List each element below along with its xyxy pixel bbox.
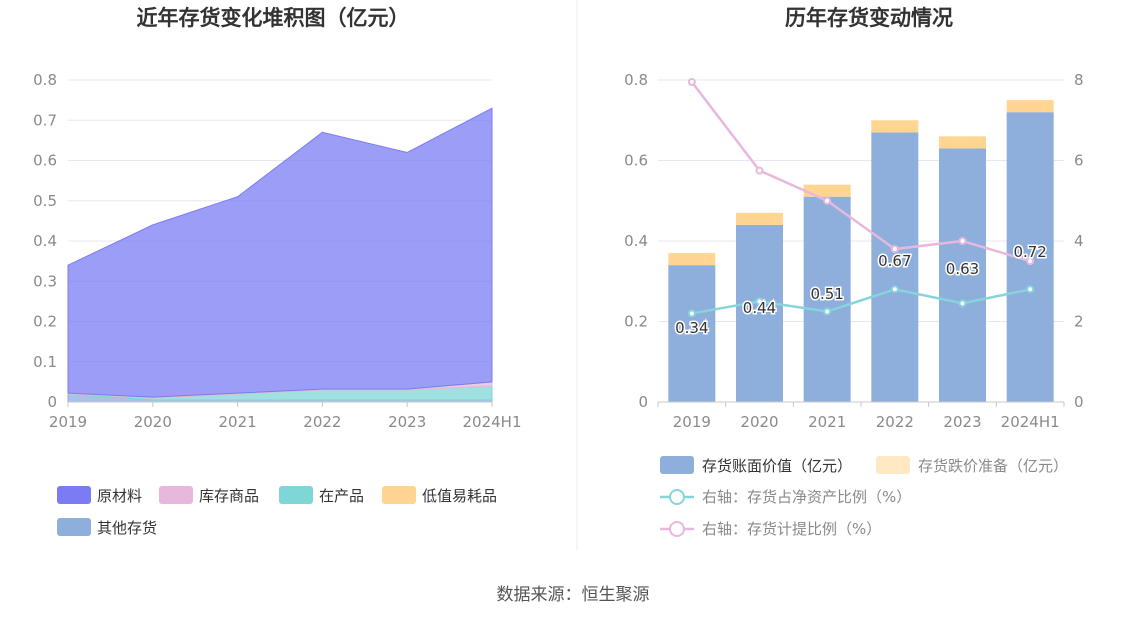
left-x-tick-label: 2024H1 bbox=[463, 413, 522, 431]
bar-book-value[interactable] bbox=[939, 148, 986, 402]
left-areas bbox=[67, 107, 493, 403]
left-y-tick-label: 0.2 bbox=[33, 313, 57, 331]
line-point[interactable] bbox=[890, 285, 899, 294]
line-point[interactable] bbox=[958, 299, 967, 308]
right-bars bbox=[668, 100, 1054, 402]
left-y-tick-label: 0.1 bbox=[33, 353, 57, 371]
line-point[interactable] bbox=[755, 297, 764, 306]
right-legend-label[interactable]: 存货账面价值（亿元） bbox=[702, 457, 852, 475]
right-chart-title: 历年存货变动情况 bbox=[785, 6, 953, 30]
right-y-right-tick-label: 6 bbox=[1074, 152, 1084, 170]
line-point[interactable] bbox=[958, 237, 967, 245]
right-x-tick-label: 2021 bbox=[808, 413, 846, 431]
left-x-tick-label: 2019 bbox=[49, 413, 87, 431]
left-y-tick-label: 0.4 bbox=[33, 232, 57, 250]
bar-impairment[interactable] bbox=[736, 212, 783, 225]
right-y-left-tick-label: 0.2 bbox=[624, 313, 648, 331]
bar-data-label: 0.67 bbox=[878, 252, 911, 270]
right-axis: 0 0.2 0.4 0.6 0.8 0 2 4 6 8 2019 2020 2021 2022 2023 20… bbox=[624, 71, 1083, 431]
right-y-right-tick-label: 8 bbox=[1074, 71, 1084, 89]
right-legend: 存货账面价值（亿元） 存货跌价准备（亿元） 右轴：存货占净资产比例（%） 右轴：存货计… bbox=[660, 456, 1068, 538]
right-y-right-tick-label: 0 bbox=[1074, 393, 1084, 411]
line-point[interactable] bbox=[687, 309, 696, 318]
line-point[interactable] bbox=[687, 78, 696, 87]
bar-data-label: 0.34 bbox=[675, 319, 708, 337]
line-point[interactable] bbox=[1026, 257, 1035, 266]
left-legend-swatch[interactable] bbox=[57, 486, 91, 504]
left-legend-swatch[interactable] bbox=[159, 486, 193, 504]
bar-book-value[interactable] bbox=[871, 132, 919, 402]
left-legend-label[interactable]: 低值易耗品 bbox=[422, 487, 497, 505]
source-text: 数据来源：恒生聚源 bbox=[497, 585, 650, 605]
line-series-1 bbox=[690, 81, 1031, 263]
right-y-left-tick-label: 0.8 bbox=[624, 71, 648, 89]
right-x-tick-label: 2022 bbox=[876, 413, 914, 431]
bar-line-chart: 历年存货变动情况 0.340.440.510.67 0.630.72 00.20.… bbox=[624, 6, 1083, 538]
right-y-left-tick-label: 0.4 bbox=[624, 232, 648, 250]
right-data-labels: 0.34 0.44 0.51 0.67 0.63 0.72 bbox=[674, 242, 1049, 339]
bar-impairment[interactable] bbox=[871, 120, 919, 133]
left-y-tick-label: 0 bbox=[47, 393, 57, 411]
right-legend-swatch[interactable] bbox=[876, 456, 910, 474]
line-series-0 bbox=[691, 288, 1031, 315]
bar-impairment[interactable] bbox=[803, 184, 851, 197]
left-legend-swatch[interactable] bbox=[279, 486, 313, 504]
left-x-tick-label: 2021 bbox=[219, 413, 257, 431]
left-legend-label[interactable]: 其他存货 bbox=[97, 519, 157, 537]
bar-impairment[interactable] bbox=[1006, 100, 1054, 113]
bar-book-value[interactable] bbox=[736, 224, 783, 402]
left-x-tick-label: 2022 bbox=[303, 413, 341, 431]
area-原材料 bbox=[67, 107, 493, 398]
right-x-tick-label: 2020 bbox=[740, 413, 778, 431]
right-y-right-tick-label: 2 bbox=[1074, 313, 1084, 331]
bar-book-value[interactable] bbox=[668, 265, 716, 402]
line-point[interactable] bbox=[1026, 285, 1035, 294]
line-point[interactable] bbox=[890, 245, 899, 254]
right-legend-swatch[interactable] bbox=[660, 456, 694, 474]
right-x-tick-label: 2024H1 bbox=[1001, 413, 1060, 431]
left-x-tick-label: 2023 bbox=[388, 413, 426, 431]
right-lines bbox=[687, 78, 1035, 318]
bar-data-label: 0.72 bbox=[1013, 243, 1046, 261]
left-chart-title: 近年存货变化堆积图（亿元） bbox=[137, 6, 410, 30]
left-legend-label[interactable]: 原材料 bbox=[97, 487, 142, 505]
right-legend-marker[interactable] bbox=[669, 521, 685, 537]
left-y-tick-label: 0.3 bbox=[33, 272, 57, 290]
right-legend-marker[interactable] bbox=[669, 489, 685, 505]
right-x-tick-label: 2023 bbox=[943, 413, 981, 431]
stacked-area-chart: 近年存货变化堆积图（亿元） 0 0.1 0.2 0.3 0.4 0.5 0.6 0.7 0.8 2… bbox=[33, 6, 521, 537]
right-x-tick-label: 2019 bbox=[673, 413, 711, 431]
line-point[interactable] bbox=[823, 307, 832, 316]
left-y-tick-label: 0.5 bbox=[33, 192, 57, 210]
right-grid bbox=[658, 79, 1064, 322]
left-y-tick-label: 0.7 bbox=[33, 111, 57, 129]
left-x-tick-label: 2020 bbox=[134, 413, 172, 431]
bar-data-label: 0.44 bbox=[743, 299, 776, 317]
line-point[interactable] bbox=[823, 196, 832, 205]
left-legend-label[interactable]: 库存商品 bbox=[199, 487, 259, 505]
left-legend-swatch[interactable] bbox=[382, 486, 416, 504]
left-legend-swatch[interactable] bbox=[57, 518, 91, 536]
left-y-tick-label: 0.6 bbox=[33, 152, 57, 170]
bar-book-value[interactable] bbox=[803, 196, 851, 402]
right-y-right-tick-label: 4 bbox=[1074, 232, 1084, 250]
left-axis: 0 0.1 0.2 0.3 0.4 0.5 0.6 0.7 0.8 2019 2020 2021 202… bbox=[33, 71, 521, 431]
right-legend-label[interactable]: 右轴：存货计提比例（%） bbox=[702, 520, 881, 538]
bar-data-label: 0.51 bbox=[810, 285, 843, 303]
line-point[interactable] bbox=[755, 166, 764, 175]
left-y-tick-label: 0.8 bbox=[33, 71, 57, 89]
right-legend-label[interactable]: 右轴：存货占净资产比例（%） bbox=[702, 488, 911, 506]
right-y-left-tick-label: 0 bbox=[638, 393, 648, 411]
bar-impairment[interactable] bbox=[939, 136, 986, 149]
right-y-left-tick-label: 0.6 bbox=[624, 152, 648, 170]
bar-impairment[interactable] bbox=[668, 253, 716, 266]
bar-data-label: 0.63 bbox=[946, 260, 979, 278]
right-legend-label[interactable]: 存货跌价准备（亿元） bbox=[918, 457, 1068, 475]
left-legend-label[interactable]: 在产品 bbox=[319, 487, 364, 505]
